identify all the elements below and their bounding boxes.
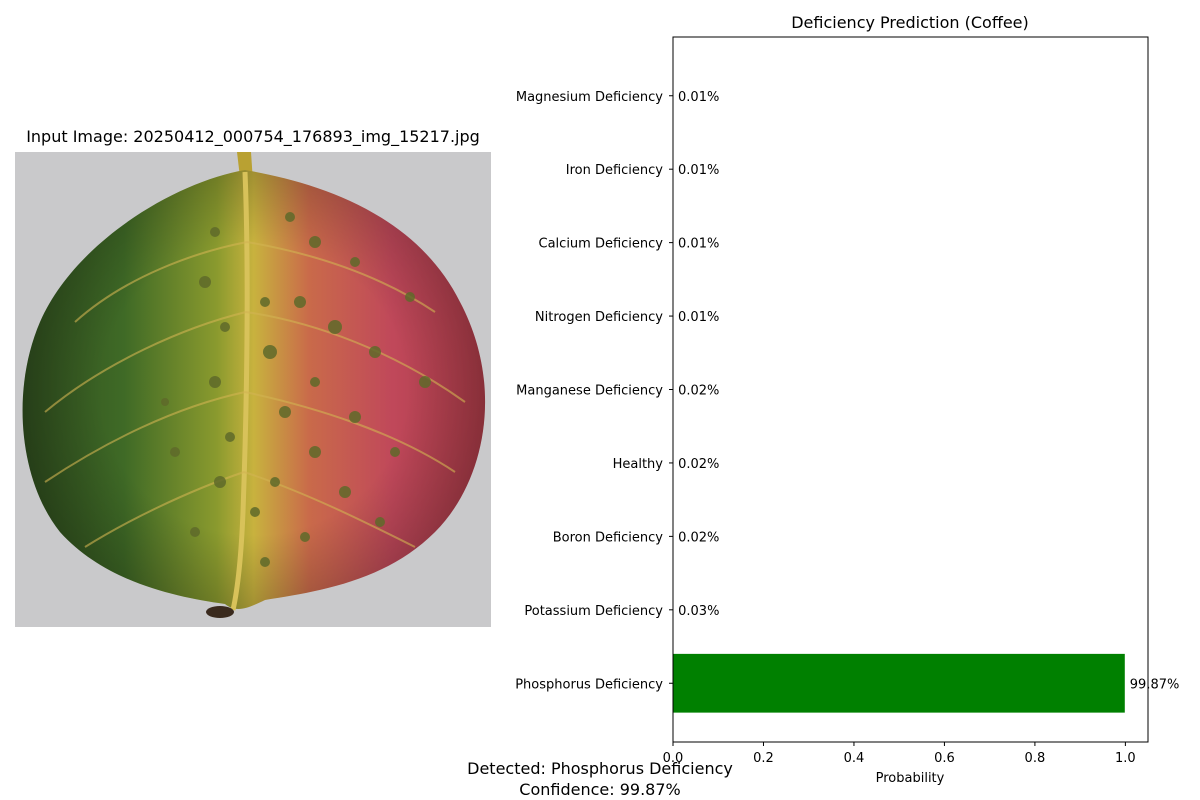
input-image-title: Input Image: 20250412_000754_176893_img_…	[26, 127, 480, 146]
y-tick-label: Magnesium Deficiency	[516, 90, 663, 105]
x-axis-label: Probability	[876, 771, 945, 786]
detection-result: Detected: Phosphorus Deficiency Confiden…	[400, 758, 800, 800]
value-label: 0.01%	[678, 237, 719, 252]
value-label: 0.01%	[678, 163, 719, 178]
value-label: 0.03%	[678, 604, 719, 619]
y-tick-label: Iron Deficiency	[566, 163, 664, 178]
leaf-illustration	[22, 152, 486, 618]
x-tick-label: 0.4	[844, 751, 865, 766]
y-tick-label: Phosphorus Deficiency	[515, 677, 663, 692]
chart-title: Deficiency Prediction (Coffee)	[791, 13, 1029, 32]
value-label: 0.01%	[678, 310, 719, 325]
y-tick-label: Calcium Deficiency	[539, 237, 664, 252]
x-ticks: 0.0 0.2 0.4 0.6 0.8 1.0	[663, 742, 1136, 766]
detected-label: Detected: Phosphorus Deficiency	[467, 759, 733, 778]
confidence-label: Confidence: 99.87%	[519, 780, 681, 799]
leaf-image	[15, 152, 491, 627]
y-ticks: Phosphorus Deficiency Potassium Deficienc…	[515, 90, 673, 692]
y-tick-label: Potassium Deficiency	[524, 604, 663, 619]
x-tick-label: 1.0	[1115, 751, 1136, 766]
y-tick-label: Healthy	[613, 457, 664, 472]
value-labels: 99.87% 0.03% 0.02% 0.02% 0.02% 0.01% 0.01% 0.01…	[678, 90, 1179, 693]
bar-phosphorus-deficiency	[673, 653, 1125, 713]
x-tick-label: 0.6	[934, 751, 955, 766]
x-tick-label: 0.8	[1025, 751, 1046, 766]
x-tick-label: 0.2	[753, 751, 774, 766]
value-label: 99.87%	[1130, 677, 1180, 692]
x-tick-label: 0.0	[663, 751, 684, 766]
y-tick-label: Nitrogen Deficiency	[535, 310, 663, 325]
bars-layer	[673, 66, 1125, 713]
value-label: 0.02%	[678, 384, 719, 399]
value-label: 0.02%	[678, 530, 719, 545]
value-label: 0.02%	[678, 457, 719, 472]
value-label: 0.01%	[678, 90, 719, 105]
plot-frame	[672, 36, 1149, 743]
y-tick-label: Manganese Deficiency	[516, 384, 663, 399]
y-tick-label: Boron Deficiency	[553, 530, 664, 545]
